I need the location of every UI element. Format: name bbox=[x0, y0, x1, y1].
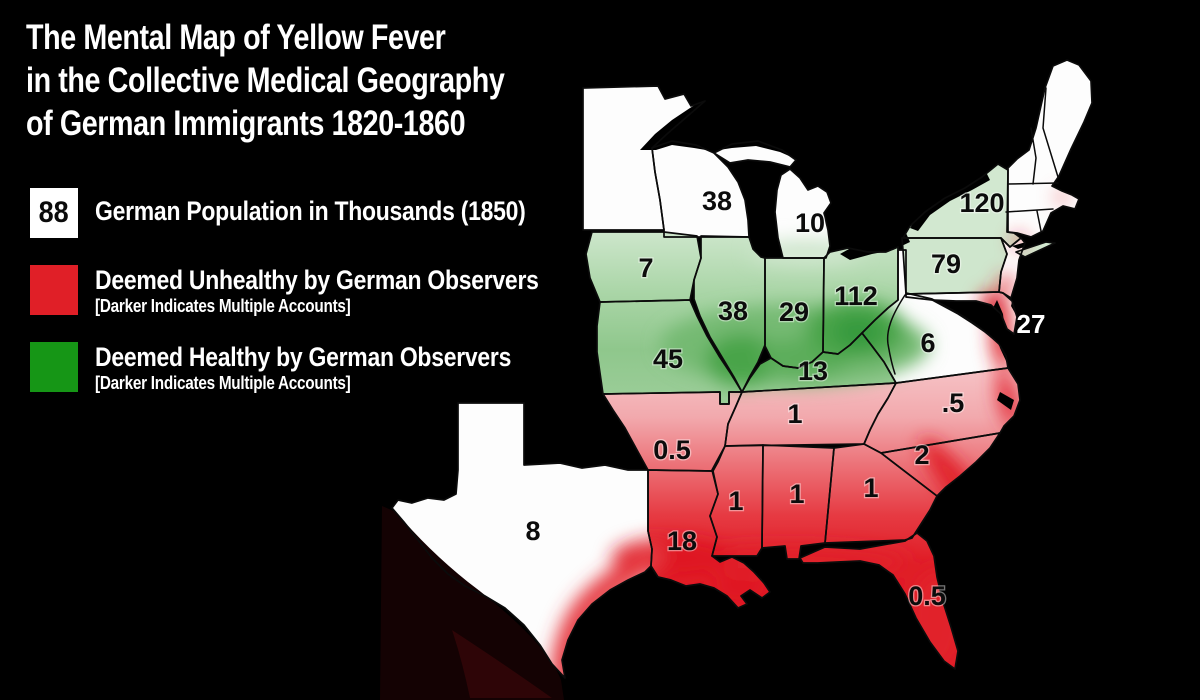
value-pennsylvania: 79 bbox=[931, 249, 961, 279]
map-title: The Mental Map of Yellow Fever in the Co… bbox=[26, 16, 505, 145]
mobile-bay bbox=[772, 548, 782, 566]
legend-unhealthy: Deemed Unhealthy by German Observers [Da… bbox=[30, 265, 617, 317]
healthy-label: Deemed Healthy by German Observers bbox=[95, 342, 512, 372]
value-new-york: 120 bbox=[959, 188, 1004, 218]
population-swatch: 88 bbox=[30, 188, 78, 238]
value-south-carolina: 2 bbox=[914, 440, 929, 470]
value-ohio: 112 bbox=[834, 281, 878, 311]
value-virginia: 6 bbox=[920, 328, 935, 358]
unhealthy-note: [Darker Indicates Multiple Accounts] bbox=[95, 296, 351, 316]
border-west-virginia bbox=[886, 294, 906, 375]
title-line-1: The Mental Map of Yellow Fever bbox=[26, 18, 446, 57]
value-alabama: 1 bbox=[789, 479, 804, 509]
population-swatch-value: 88 bbox=[38, 196, 70, 229]
lake-superior bbox=[640, 100, 796, 159]
lake-ontario bbox=[910, 172, 990, 231]
value-maryland: 27 bbox=[1017, 309, 1046, 339]
value-florida: 0.5 bbox=[908, 581, 946, 611]
value-iowa: 7 bbox=[638, 253, 653, 283]
value-wisconsin: 38 bbox=[702, 186, 732, 216]
map-labels: 38 10 120 7 79 38 29 112 45 13 6 27 0.5 … bbox=[524, 185, 1046, 613]
lake-huron bbox=[832, 162, 868, 240]
value-louisiana: 18 bbox=[667, 526, 697, 556]
unhealthy-swatch bbox=[30, 265, 78, 315]
value-indiana: 29 bbox=[779, 297, 809, 327]
healthy-swatch bbox=[30, 342, 78, 392]
legend-healthy: Deemed Healthy by German Observers [Dark… bbox=[30, 342, 585, 394]
value-kentucky: 13 bbox=[798, 356, 828, 386]
unhealthy-label: Deemed Unhealthy by German Observers bbox=[95, 265, 539, 295]
value-illinois: 38 bbox=[718, 296, 748, 326]
value-texas: 8 bbox=[525, 516, 540, 546]
population-label: German Population in Thousands (1850) bbox=[95, 196, 526, 226]
border-vermont-new-hampshire bbox=[1030, 127, 1037, 185]
unhealthy-dot-philadelphia bbox=[998, 276, 1014, 292]
title-line-3: of German Immigrants 1820-1860 bbox=[26, 104, 466, 143]
unhealthy-dot-boston bbox=[1056, 191, 1068, 203]
healthy-blob-south-illinois bbox=[706, 334, 778, 386]
chesapeake-bay bbox=[992, 300, 1013, 363]
legend-population: 88 German Population in Thousands (1850) bbox=[30, 188, 601, 238]
title-line-2: in the Collective Medical Geography bbox=[26, 61, 505, 100]
border-connecticut-rhode-island bbox=[1036, 210, 1042, 232]
border-maine-west bbox=[1042, 87, 1059, 178]
value-georgia: 1 bbox=[863, 473, 878, 503]
map-inner-borders bbox=[886, 87, 1059, 375]
value-michigan: 10 bbox=[795, 208, 825, 238]
mexico bbox=[380, 506, 564, 700]
lake-michigan bbox=[743, 163, 774, 256]
value-arkansas: 0.5 bbox=[653, 435, 691, 465]
value-north-carolina: .5 bbox=[942, 388, 965, 418]
value-tennessee: 1 bbox=[787, 399, 802, 429]
healthy-note: [Darker Indicates Multiple Accounts] bbox=[95, 373, 351, 393]
long-island-sound bbox=[1012, 237, 1050, 249]
map-water bbox=[380, 100, 1050, 700]
border-massachusetts-north bbox=[1007, 182, 1059, 185]
pamlico-sound bbox=[997, 392, 1014, 410]
lake-erie bbox=[840, 233, 910, 260]
mexico-coast-tinge bbox=[452, 630, 552, 698]
border-massachusetts-south bbox=[1005, 208, 1054, 213]
delaware-bay bbox=[1011, 298, 1022, 320]
value-missouri: 45 bbox=[653, 344, 683, 374]
border-potomac bbox=[931, 299, 997, 342]
value-mississippi: 1 bbox=[728, 486, 743, 516]
